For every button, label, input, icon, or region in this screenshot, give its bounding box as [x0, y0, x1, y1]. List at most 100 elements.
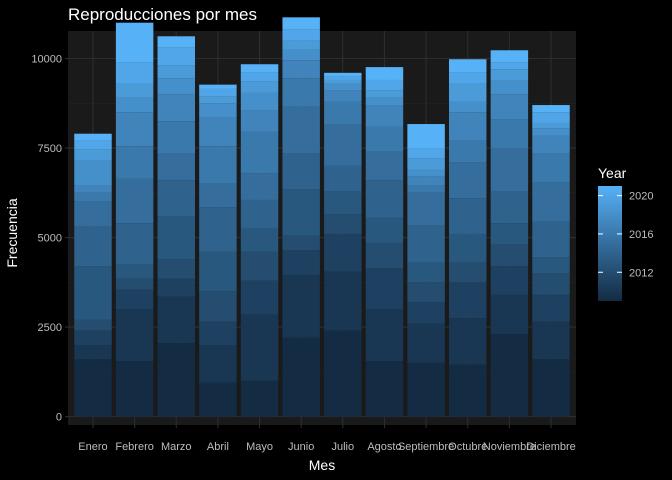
bar-segment — [157, 343, 195, 417]
bar-segment — [74, 359, 112, 417]
bar-segment — [157, 47, 195, 66]
x-axis-ticks: Enero Febrero Marzo Abril Mayo Junio Julio Agos… — [78, 425, 576, 453]
bar-segment — [74, 185, 112, 193]
bar-segment — [282, 78, 320, 107]
bar-segment — [74, 226, 112, 267]
bar-segment — [240, 251, 279, 281]
bar-segment — [324, 79, 362, 84]
bar-segment — [490, 69, 529, 80]
bar-segment — [199, 96, 237, 104]
bar-segment — [199, 382, 237, 417]
bar-segment — [240, 380, 279, 417]
bar-segment — [324, 233, 362, 272]
bar-segment — [490, 94, 529, 120]
bar-segment — [199, 84, 237, 89]
x-tick-label: Septiembre — [398, 441, 454, 453]
bar-segment — [407, 176, 445, 186]
bar-segment — [490, 266, 529, 295]
x-tick-label: Octubre — [448, 441, 487, 453]
bar-segment — [365, 180, 404, 218]
bar-segment — [532, 273, 570, 295]
bar-segment — [449, 233, 487, 263]
bar-segment — [157, 153, 195, 181]
bar-segment — [115, 83, 154, 98]
bar-segment — [157, 65, 195, 79]
bar-segment — [115, 146, 154, 179]
bar-segment — [240, 110, 279, 132]
x-tick-label: Diciembre — [526, 441, 576, 453]
x-tick-label: Agosto — [367, 441, 401, 453]
bar-segment — [324, 190, 362, 215]
bar-segment — [407, 362, 445, 417]
bar-segment — [449, 59, 487, 73]
bar-segment — [365, 97, 404, 106]
bar-segment — [532, 257, 570, 274]
bar-segment — [449, 282, 487, 319]
bar-segment — [240, 228, 279, 252]
bar-segment — [532, 321, 570, 360]
bar-segment — [449, 83, 487, 102]
bar-segment — [240, 131, 279, 174]
bar-segment — [74, 344, 112, 360]
bar-segment — [407, 262, 445, 283]
bar-segment — [407, 148, 445, 159]
bar-segment — [199, 146, 237, 184]
bar-segment — [532, 182, 570, 222]
bar-segment — [74, 330, 112, 345]
bar-segment — [199, 88, 237, 97]
y-tick-label: 0 — [56, 412, 62, 424]
bar-segment — [115, 97, 154, 113]
bar-segment — [532, 112, 570, 123]
bar-segment — [449, 318, 487, 365]
bar-segment — [199, 183, 237, 208]
legend-tick-label: 2020 — [629, 191, 653, 203]
bar-segment — [115, 112, 154, 147]
bar-segment — [324, 76, 362, 80]
bar-segment — [282, 275, 320, 338]
bar-segment — [240, 173, 279, 200]
bar-segment — [157, 36, 195, 48]
x-tick-label: Abril — [207, 441, 229, 453]
bar-segment — [282, 17, 320, 30]
bar-segment — [490, 62, 529, 70]
bar-segment — [74, 319, 112, 331]
bar-segment — [282, 29, 320, 41]
bar-segment — [74, 140, 112, 150]
y-axis-ticks: 0 2500 5000 7500 10000 — [31, 54, 68, 424]
bar-segment — [449, 162, 487, 199]
bars — [74, 17, 570, 417]
bar-segment — [74, 266, 112, 320]
bar-segment — [407, 302, 445, 324]
bar-segment — [240, 280, 279, 315]
bar-segment — [407, 323, 445, 363]
bar-segment — [324, 101, 362, 125]
bar-segment — [157, 78, 195, 95]
bar-segment — [490, 119, 529, 149]
y-tick-label: 5000 — [38, 233, 62, 245]
bar-segment — [365, 267, 404, 310]
bar-segment — [240, 92, 279, 111]
bar-segment — [449, 262, 487, 283]
bar-segment — [407, 158, 445, 170]
x-tick-label: Noviembre — [483, 441, 536, 453]
bar-segment — [324, 83, 362, 91]
bar-segment — [74, 160, 112, 186]
bar-segment — [532, 153, 570, 183]
bar-segment — [365, 79, 404, 91]
bar-segment — [449, 198, 487, 234]
bar-segment — [449, 140, 487, 163]
bar-segment — [407, 185, 445, 193]
bar-segment — [157, 180, 195, 217]
legend: Year 2012 2016 2020 — [598, 165, 653, 301]
bar-segment — [115, 278, 154, 290]
bar-segment — [115, 22, 154, 63]
legend-title: Year — [598, 165, 627, 181]
bar-segment — [157, 216, 195, 260]
bar-segment — [365, 105, 404, 127]
bar-segment — [199, 321, 237, 345]
bar-segment — [282, 40, 320, 50]
bar-segment — [532, 135, 570, 154]
bar-segment — [407, 192, 445, 226]
x-tick-label: Julio — [332, 441, 355, 453]
